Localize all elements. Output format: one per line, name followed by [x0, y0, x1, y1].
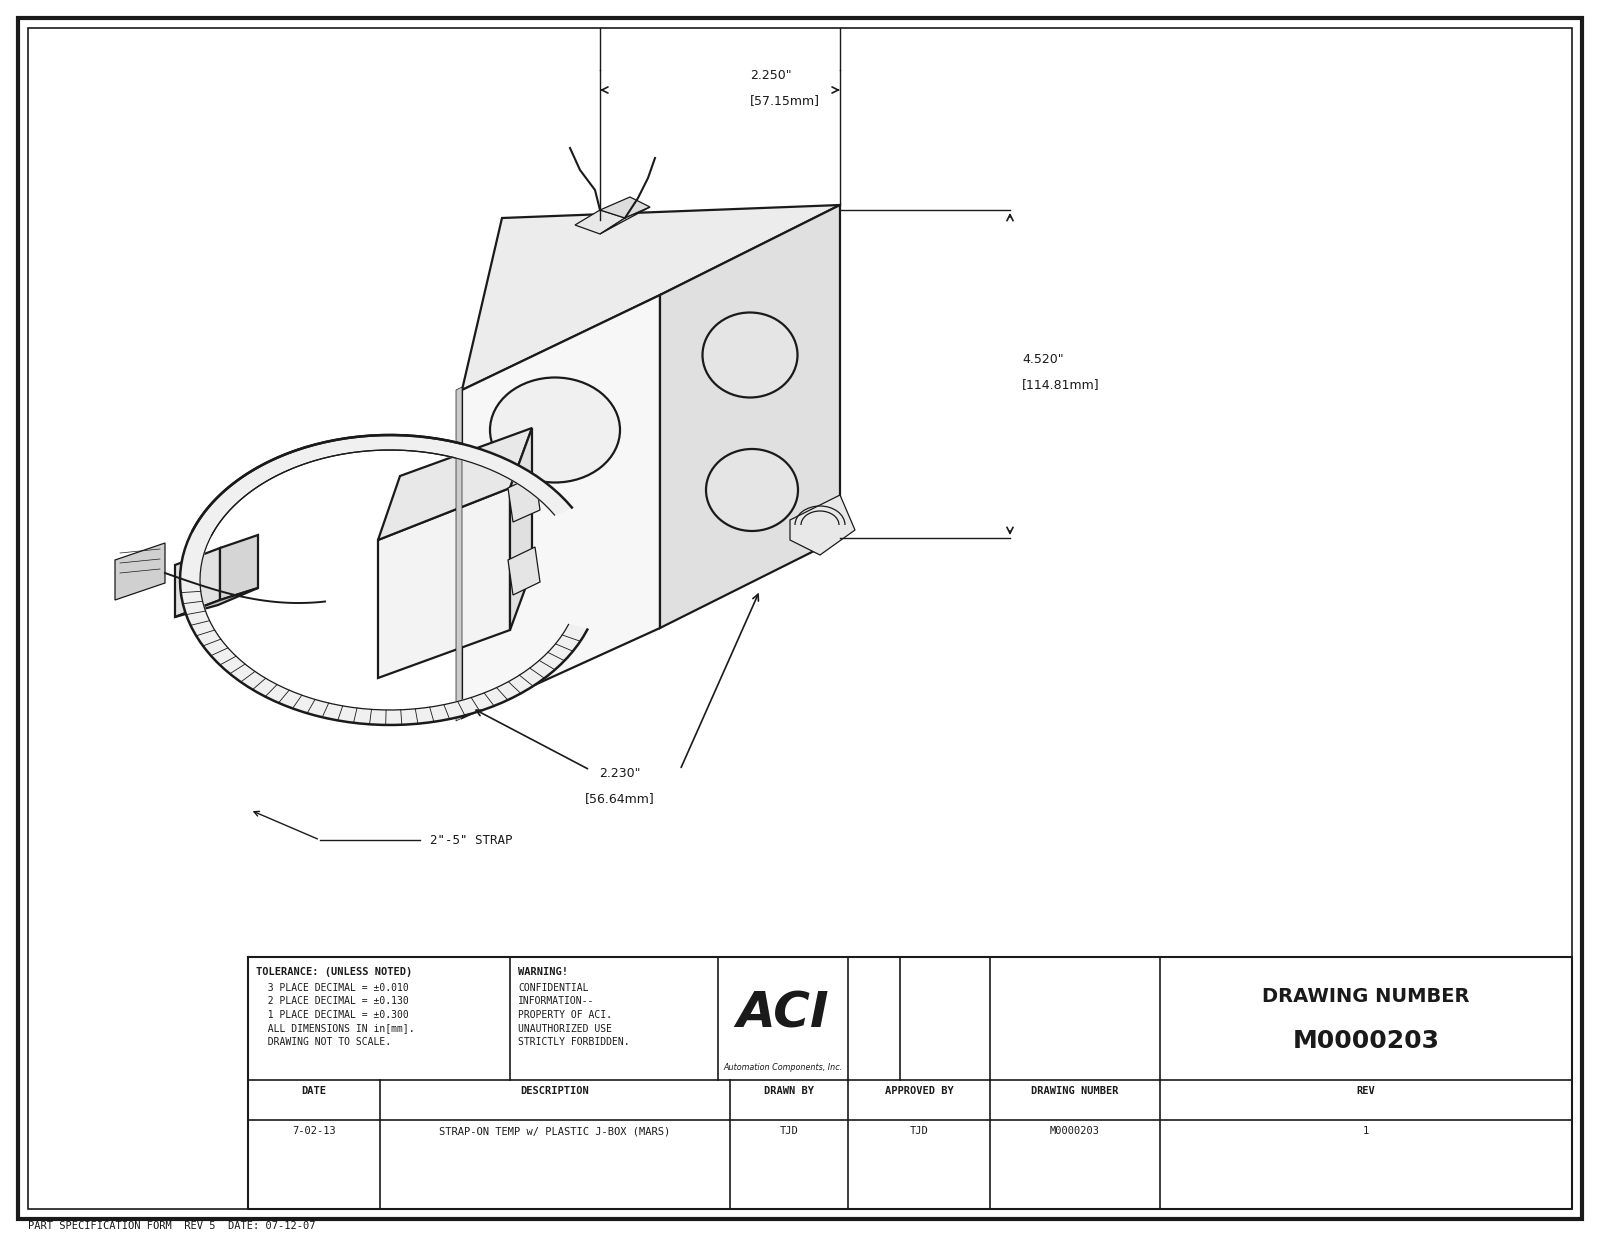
Polygon shape — [192, 435, 462, 536]
Text: Automation Components, Inc.: Automation Components, Inc. — [723, 1063, 843, 1072]
Text: [57.15mm]: [57.15mm] — [750, 94, 819, 106]
Text: PART SPECIFICATION FORM  REV 5  DATE: 07-12-07: PART SPECIFICATION FORM REV 5 DATE: 07-1… — [29, 1221, 315, 1231]
Ellipse shape — [702, 313, 797, 397]
Polygon shape — [174, 548, 221, 617]
Text: ALL DIMENSIONS IN in[mm].: ALL DIMENSIONS IN in[mm]. — [256, 1023, 414, 1033]
Polygon shape — [661, 205, 840, 628]
Text: TJD: TJD — [779, 1126, 798, 1136]
Polygon shape — [115, 543, 165, 600]
Ellipse shape — [490, 377, 621, 482]
Polygon shape — [600, 197, 650, 218]
Polygon shape — [510, 428, 531, 630]
Polygon shape — [509, 547, 541, 595]
Text: TJD: TJD — [910, 1126, 928, 1136]
Polygon shape — [221, 534, 258, 600]
Text: DRAWN BY: DRAWN BY — [765, 1086, 814, 1096]
Text: STRICTLY FORBIDDEN.: STRICTLY FORBIDDEN. — [518, 1037, 630, 1047]
Polygon shape — [462, 294, 661, 717]
Polygon shape — [600, 207, 650, 234]
Polygon shape — [574, 210, 626, 234]
Text: TOLERANCE: (UNLESS NOTED): TOLERANCE: (UNLESS NOTED) — [256, 967, 413, 977]
Polygon shape — [378, 428, 531, 541]
Text: STRAP-ON TEMP w/ PLASTIC J-BOX (MARS): STRAP-ON TEMP w/ PLASTIC J-BOX (MARS) — [440, 1126, 670, 1136]
Polygon shape — [790, 495, 854, 555]
Text: [114.81mm]: [114.81mm] — [1022, 379, 1099, 391]
Text: WARNING!: WARNING! — [518, 967, 568, 977]
Text: 2"-5" STRAP: 2"-5" STRAP — [430, 834, 512, 846]
Text: APPROVED BY: APPROVED BY — [885, 1086, 954, 1096]
Text: DRAWING NUMBER: DRAWING NUMBER — [1262, 987, 1470, 1006]
Text: M0000203: M0000203 — [1293, 1028, 1440, 1053]
Text: CONFIDENTIAL: CONFIDENTIAL — [518, 983, 589, 993]
Polygon shape — [456, 387, 462, 721]
Text: PROPERTY OF ACI.: PROPERTY OF ACI. — [518, 1009, 611, 1021]
Text: DESCRIPTION: DESCRIPTION — [520, 1086, 589, 1096]
Polygon shape — [462, 205, 840, 390]
Polygon shape — [378, 489, 510, 678]
Text: [56.64mm]: [56.64mm] — [586, 792, 654, 805]
Text: 7-02-13: 7-02-13 — [293, 1126, 336, 1136]
Text: INFORMATION--: INFORMATION-- — [518, 997, 594, 1007]
Text: 1 PLACE DECIMAL = ±0.300: 1 PLACE DECIMAL = ±0.300 — [256, 1009, 408, 1021]
Text: ACI: ACI — [736, 990, 829, 1038]
Text: REV: REV — [1357, 1086, 1376, 1096]
Text: 2 PLACE DECIMAL = ±0.130: 2 PLACE DECIMAL = ±0.130 — [256, 997, 408, 1007]
Polygon shape — [509, 475, 541, 522]
Text: DRAWING NOT TO SCALE.: DRAWING NOT TO SCALE. — [256, 1037, 390, 1047]
Ellipse shape — [706, 449, 798, 531]
Polygon shape — [181, 435, 587, 725]
Text: 2.230": 2.230" — [600, 767, 640, 781]
Text: DRAWING NUMBER: DRAWING NUMBER — [1032, 1086, 1118, 1096]
Text: 4.520": 4.520" — [1022, 353, 1064, 366]
Text: UNAUTHORIZED USE: UNAUTHORIZED USE — [518, 1023, 611, 1033]
Text: DATE: DATE — [301, 1086, 326, 1096]
Text: 2.250": 2.250" — [750, 69, 792, 82]
Polygon shape — [174, 588, 258, 617]
Text: 1: 1 — [1363, 1126, 1370, 1136]
Text: 3 PLACE DECIMAL = ±0.010: 3 PLACE DECIMAL = ±0.010 — [256, 983, 408, 993]
Text: M0000203: M0000203 — [1050, 1126, 1101, 1136]
